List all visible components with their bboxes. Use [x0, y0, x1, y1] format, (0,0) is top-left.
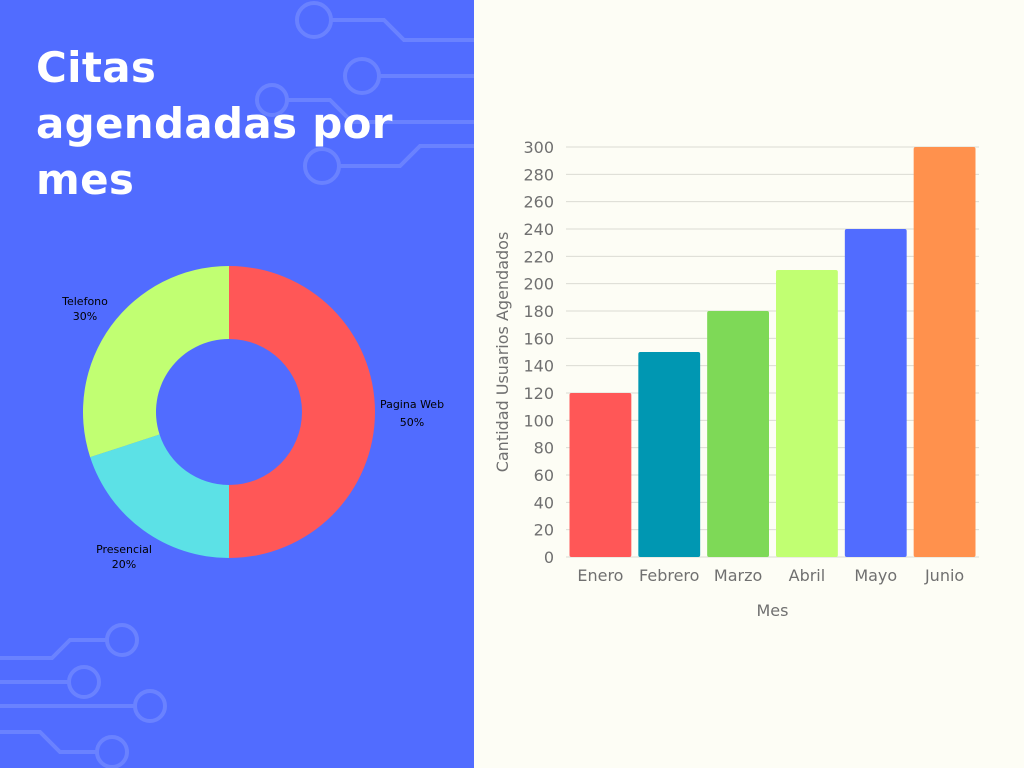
- bar: [913, 147, 976, 557]
- title-line: mes: [36, 155, 135, 204]
- bar: [776, 270, 838, 557]
- y-tick-label: 260: [523, 193, 554, 212]
- y-tick-label: 120: [523, 384, 554, 403]
- x-tick-label: Abril: [789, 566, 826, 585]
- bar: [638, 352, 701, 557]
- title-line: agendadas por: [36, 99, 393, 148]
- y-tick-label: 220: [523, 247, 554, 266]
- y-tick-label: 20: [534, 521, 554, 540]
- y-tick-label: 140: [523, 357, 554, 376]
- slice-label: Telefono: [61, 295, 108, 308]
- y-tick-label: 80: [534, 439, 554, 458]
- page-title: Citas agendadas por mes: [36, 40, 393, 208]
- donut-chart: Pagina Web 50% Presencial 20% Telefono 30%: [61, 266, 444, 571]
- left-panel: Citas agendadas por mes Pagina Web 50% Pre…: [0, 0, 474, 768]
- slice-label: Presencial: [96, 543, 152, 556]
- donut-slice: [229, 266, 375, 558]
- x-tick-label: Junio: [924, 566, 964, 585]
- slice-value-label: 50%: [400, 416, 424, 429]
- slice-value-label: 20%: [112, 558, 136, 571]
- slice-value-label: 30%: [73, 310, 97, 323]
- y-tick-label: 40: [534, 493, 554, 512]
- x-tick-label: Marzo: [714, 566, 762, 585]
- title-line: Citas: [36, 43, 157, 92]
- y-tick-label: 100: [523, 411, 554, 430]
- slice-label: Pagina Web: [380, 398, 444, 411]
- x-tick-label: Mayo: [854, 566, 897, 585]
- bar: [569, 393, 632, 557]
- y-tick-label: 240: [523, 220, 554, 239]
- y-tick-label: 60: [534, 466, 554, 485]
- bar-chart: 0 20 40 60 80 100 120 140 160 180 200 220 240 260 280 3…: [493, 138, 979, 620]
- y-axis-label: Cantidad Usuarios Agendados: [493, 232, 512, 473]
- x-axis-label: Mes: [757, 601, 789, 620]
- y-tick-label: 180: [523, 302, 554, 321]
- bar: [707, 311, 769, 557]
- donut-slice: [83, 266, 229, 458]
- y-tick-label: 280: [523, 165, 554, 184]
- x-tick-label: Enero: [577, 566, 623, 585]
- y-tick-label: 0: [544, 548, 554, 567]
- x-tick-label: Febrero: [639, 566, 699, 585]
- y-tick-label: 300: [523, 138, 554, 157]
- y-tick-label: 160: [523, 329, 554, 348]
- y-tick-label: 200: [523, 275, 554, 294]
- right-panel: 0 20 40 60 80 100 120 140 160 180 200 220 240 260 280 3…: [474, 0, 1024, 768]
- circuit-decoration: [0, 1, 474, 768]
- bar: [844, 229, 907, 557]
- donut-slice: [90, 434, 229, 558]
